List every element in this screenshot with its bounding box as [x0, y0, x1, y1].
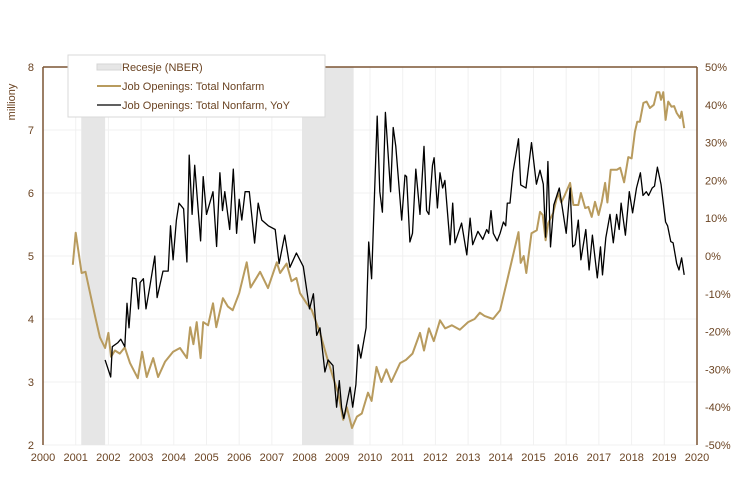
right-y-tick-label: -30%: [705, 364, 731, 376]
left-y-tick-label: 2: [28, 440, 34, 452]
x-tick-label: 2011: [391, 452, 415, 464]
series-line-job-openings: [71, 91, 686, 429]
left-y-tick-label: 5: [28, 251, 34, 263]
right-y-tick-label: 10%: [705, 213, 727, 225]
right-y-tick-label: -20%: [705, 327, 731, 339]
left-y-tick-label: 7: [28, 125, 34, 137]
left-y-tick-label: 4: [28, 314, 34, 326]
legend-label-yoy: Job Openings: Total Nonfarm, YoY: [122, 100, 291, 112]
x-tick-label: 2003: [129, 452, 153, 464]
legend-label-level: Job Openings: Total Nonfarm: [122, 81, 264, 93]
left-y-tick-label: 8: [28, 62, 34, 74]
x-tick-label: 2002: [96, 452, 120, 464]
legend-label-recession: Recesje (NBER): [122, 62, 203, 74]
right-y-tick-label: 30%: [705, 138, 727, 150]
x-tick-label: 2017: [587, 452, 611, 464]
legend-swatch-recession: [96, 63, 122, 71]
series-lines: [71, 91, 686, 429]
x-tick-label: 2004: [162, 452, 186, 464]
x-tick-label: 2015: [521, 452, 545, 464]
left-axis-label: milliony: [6, 83, 18, 120]
x-tick-label: 2008: [292, 452, 316, 464]
left-y-tick-label: 3: [28, 377, 34, 389]
right-y-tick-label: 20%: [705, 175, 727, 187]
right-y-tick-label: -40%: [705, 402, 731, 414]
right-y-tick-label: -10%: [705, 289, 731, 301]
x-tick-label: 2010: [358, 452, 382, 464]
recession-band: [81, 67, 106, 445]
x-tick-label: 2019: [652, 452, 676, 464]
x-tick-label: 2012: [423, 452, 447, 464]
recession-band: [301, 67, 354, 445]
recession-bands: [81, 67, 354, 445]
x-tick-label: 2000: [31, 452, 55, 464]
x-tick-label: 2016: [554, 452, 578, 464]
x-tick-label: 2018: [619, 452, 643, 464]
x-tick-label: 2009: [325, 452, 349, 464]
axes: 2000 2001 2002 2003 2004 2005 2006 2007 2008 2009…: [28, 62, 731, 464]
x-tick-label: 2006: [227, 452, 251, 464]
right-y-tick-label: -50%: [705, 440, 731, 452]
right-y-tick-label: 40%: [705, 100, 727, 112]
x-tick-label: 2005: [194, 452, 218, 464]
legend: Recesje (NBER) Job Openings: Total Nonfa…: [67, 54, 326, 118]
x-tick-label: 2014: [489, 452, 513, 464]
x-tick-label: 2007: [260, 452, 284, 464]
right-y-tick-label: 50%: [705, 62, 727, 74]
left-y-tick-label: 6: [28, 188, 34, 200]
x-tick-label: 2001: [63, 452, 87, 464]
x-tick-label: 2013: [456, 452, 480, 464]
series-line-job-openings-yoy: [104, 111, 685, 420]
right-y-tick-label: 0%: [705, 251, 721, 263]
x-tick-label: 2020: [685, 452, 709, 464]
